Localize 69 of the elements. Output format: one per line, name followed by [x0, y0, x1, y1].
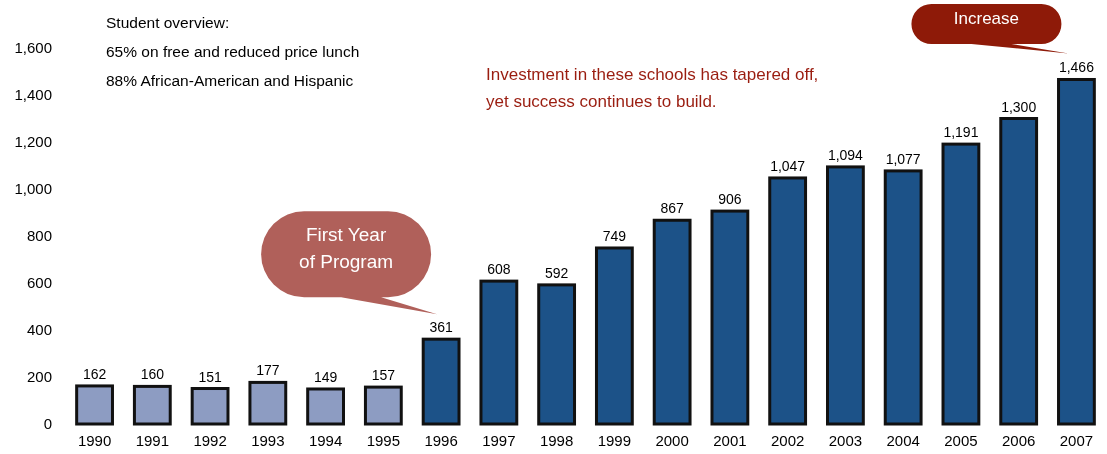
y-tick-label: 1,600: [14, 39, 52, 57]
bar: [999, 117, 1039, 426]
data-label: 1,300: [1001, 98, 1037, 115]
bar: [1057, 77, 1096, 426]
y-tick-label: 1,400: [14, 86, 52, 104]
y-tick-label: 0: [43, 415, 52, 433]
x-tick-label: 2007: [1059, 432, 1094, 449]
bar: [537, 283, 577, 426]
annotation: First Year of Program: [299, 224, 394, 273]
data-label: 1,466: [1058, 59, 1095, 76]
x-tick-label: 2002: [770, 432, 805, 449]
data-label: 1,094: [827, 146, 864, 163]
data-label: 1,077: [885, 150, 921, 167]
data-label: 361: [429, 319, 453, 336]
data-label: 1,047: [770, 157, 806, 174]
data-label: 151: [198, 368, 222, 385]
y-tick-label: 1,000: [14, 180, 52, 198]
data-label: 1,191: [943, 124, 979, 141]
y-tick-label: 1,200: [14, 133, 52, 151]
x-tick-label: 2003: [828, 432, 863, 449]
x-tick-label: 1991: [135, 432, 170, 449]
data-label: 162: [82, 365, 107, 382]
data-label: 867: [660, 200, 685, 217]
annotation: 65% on free and reduced price lunch: [106, 43, 360, 60]
annotation: Investment in these schools has tapered off, yet success continues to build.: [486, 65, 819, 111]
x-tick-label: 2001: [713, 432, 747, 449]
x-tick-label: 2000: [655, 432, 689, 449]
y-tick-label: 200: [26, 368, 52, 386]
bar: [363, 385, 403, 426]
bar: [479, 279, 519, 426]
bar: [421, 337, 461, 426]
y-tick-label: 800: [26, 227, 52, 245]
x-tick-label: 1992: [193, 432, 227, 449]
bar: [941, 142, 981, 426]
bar: [768, 176, 808, 426]
x-tick-label: 1997: [482, 432, 516, 449]
bar: [190, 387, 230, 426]
bar: [306, 387, 345, 426]
x-tick-label: 2006: [1001, 432, 1036, 449]
data-label: 149: [313, 368, 338, 385]
data-label: 177: [256, 362, 280, 379]
data-label: 157: [371, 367, 396, 384]
x-tick-label: 1993: [251, 432, 285, 449]
bar: [710, 209, 750, 426]
bar: [594, 246, 634, 426]
y-tick-label: 600: [26, 274, 52, 292]
data-label: 160: [140, 366, 165, 383]
x-tick-label: 1998: [539, 432, 574, 449]
x-tick-label: 1994: [308, 432, 343, 449]
text: Student overview:: [106, 14, 230, 31]
bar: [652, 218, 692, 426]
bar: [883, 169, 923, 426]
y-tick-label: 400: [26, 321, 52, 339]
annotation: 88% African-American and Hispanic: [106, 72, 354, 89]
text: Increase: [953, 9, 1020, 28]
x-tick-label: 2005: [944, 432, 978, 449]
data-label: 592: [544, 264, 569, 281]
data-label: 749: [602, 227, 627, 244]
data-label: 608: [487, 261, 511, 278]
x-tick-label: 1990: [77, 432, 112, 449]
x-tick-label: 1995: [366, 432, 401, 449]
x-tick-label: 2004: [886, 432, 920, 449]
bar: [826, 165, 865, 426]
x-tick-label: 1996: [424, 432, 458, 449]
data-label: 906: [718, 191, 742, 208]
bar: [75, 384, 114, 426]
bar: [132, 384, 172, 426]
bar: [248, 380, 288, 426]
x-tick-label: 1999: [597, 432, 632, 449]
